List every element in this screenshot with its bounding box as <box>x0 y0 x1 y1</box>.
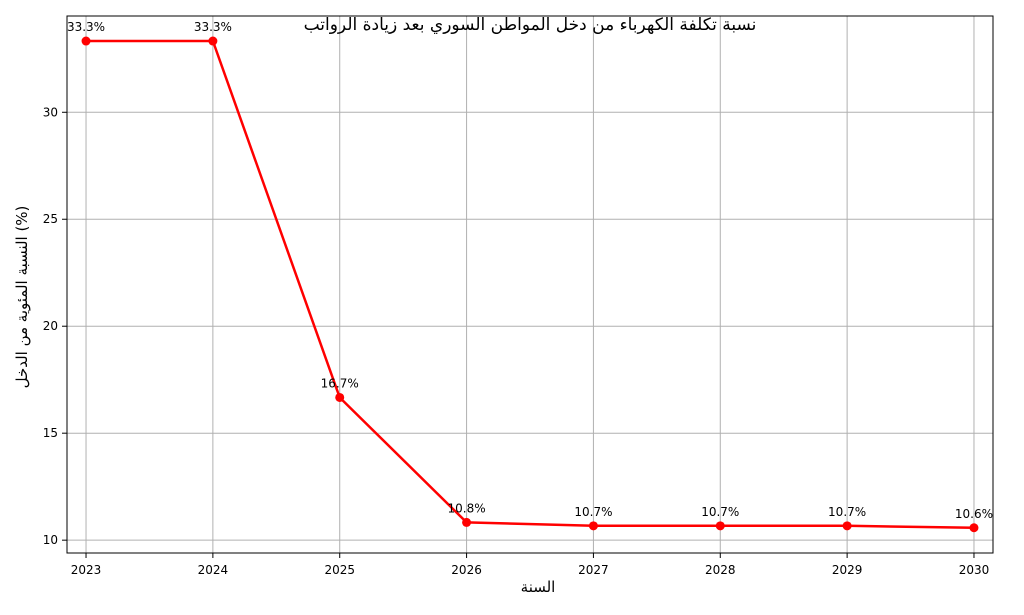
y-tick-label-1: 15 <box>43 426 58 440</box>
data-label-2029: 10.7% <box>828 505 866 519</box>
axis-ticks: 2023 2024 2025 2026 2027 2028 2029 203010152025… <box>43 105 990 577</box>
data-label-2025: 16.7% <box>321 376 359 390</box>
y-tick-label-2: 20 <box>43 319 58 333</box>
grid-lines <box>67 16 993 553</box>
data-label-2030: 10.6% <box>955 507 993 521</box>
x-tick-label-5: 2028 <box>705 563 736 577</box>
x-tick-label-1: 2024 <box>198 563 229 577</box>
x-tick-label-4: 2027 <box>578 563 609 577</box>
data-point-2028 <box>715 521 725 531</box>
y-tick-label-0: 10 <box>43 533 58 547</box>
x-tick-label-0: 2023 <box>71 563 102 577</box>
series-line-0 <box>86 39 975 530</box>
x-tick-label-3: 2026 <box>451 563 482 577</box>
y-axis-label: النسبة المئوية من الدخل (%) <box>13 206 31 389</box>
data-point-2029 <box>842 521 852 531</box>
data-label-2027: 10.7% <box>574 505 612 519</box>
x-tick-label-6: 2029 <box>832 563 863 577</box>
x-tick-label-7: 2030 <box>959 563 990 577</box>
x-axis-label: السنة <box>521 578 556 596</box>
series-layer <box>81 36 979 533</box>
x-tick-label-2: 2025 <box>324 563 355 577</box>
plot-frame <box>66 15 994 554</box>
data-point-2023 <box>81 36 91 46</box>
data-point-2030 <box>969 523 979 533</box>
data-label-2026: 10.8% <box>448 501 486 515</box>
data-label-2024: 33.3% <box>194 20 232 34</box>
data-point-2024 <box>208 36 218 46</box>
data-point-2026 <box>462 517 472 527</box>
data-labels: 33.3% 33.3% 16.7% 10.8% 10.7% 10.7% 10.7% 10.6% <box>67 20 993 521</box>
data-point-2025 <box>335 392 345 402</box>
y-tick-label-3: 25 <box>43 212 58 226</box>
chart-title: نسبة تكلفة الكهرباء من دخل المواطن السور… <box>304 15 757 35</box>
data-point-2027 <box>588 521 598 531</box>
y-tick-label-4: 30 <box>43 105 58 119</box>
data-label-2028: 10.7% <box>701 505 739 519</box>
data-label-2023: 33.3% <box>67 20 105 34</box>
